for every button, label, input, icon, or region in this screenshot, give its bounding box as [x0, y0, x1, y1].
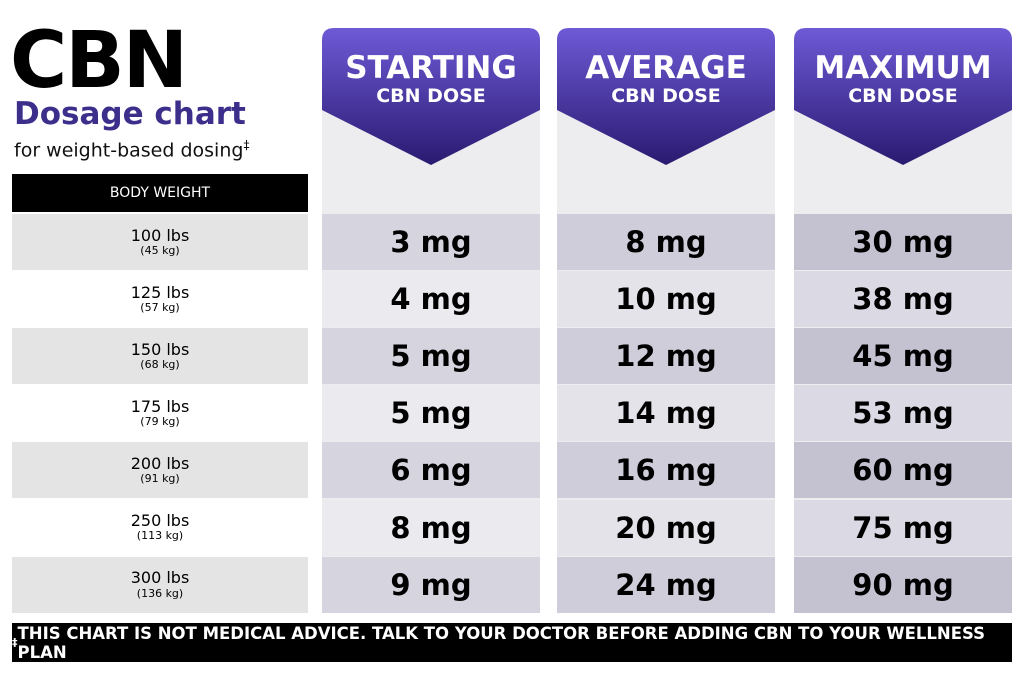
weight-metric: (113 kg) [136, 529, 184, 543]
column-subtitle: CBN DOSE [376, 85, 486, 107]
dose-cell: 9 mg [322, 556, 540, 613]
subtitle: Dosage chart [14, 96, 246, 132]
footer-text: THIS CHART IS NOT MEDICAL ADVICE. TALK T… [17, 623, 986, 662]
weight: 300 lbs [130, 568, 190, 588]
note-mark: ‡ [243, 138, 250, 152]
dose-cell: 20 mg [557, 499, 775, 556]
weight-metric: (57 kg) [140, 301, 180, 315]
weight-metric: (45 kg) [140, 243, 180, 257]
header-shape [322, 28, 540, 165]
dose-cell: 14 mg [557, 385, 775, 442]
weight-metric: (91 kg) [140, 472, 180, 486]
dose-cell: 6 mg [322, 442, 540, 499]
weight: 250 lbs [130, 511, 190, 531]
column-subtitle: CBN DOSE [611, 85, 721, 107]
column-title: AVERAGE [585, 50, 747, 86]
weight: 200 lbs [130, 453, 190, 473]
dose-cell: 53 mg [794, 385, 1012, 442]
dose-cell: 38 mg [794, 271, 1012, 328]
weight: 150 lbs [130, 339, 190, 359]
weight-cell: 250 lbs (113 kg) [12, 499, 308, 556]
weight: 100 lbs [130, 225, 190, 245]
column-title: STARTING [345, 50, 517, 86]
note-text: for weight-based dosing [14, 139, 244, 162]
dose-cell: 90 mg [794, 556, 1012, 613]
weight-cell: 150 lbs (68 kg) [12, 328, 308, 385]
weight-cell: 175 lbs (79 kg) [12, 385, 308, 442]
dose-cell: 16 mg [557, 442, 775, 499]
dose-cell: 8 mg [322, 499, 540, 556]
weight: 175 lbs [130, 396, 190, 416]
weight-cell: 100 lbs (45 kg) [12, 214, 308, 271]
dose-cell: 12 mg [557, 328, 775, 385]
dose-cell: 10 mg [557, 271, 775, 328]
weight-metric: (79 kg) [140, 415, 180, 429]
weight-cell: 200 lbs (91 kg) [12, 442, 308, 499]
dose-cell: 5 mg [322, 328, 540, 385]
dose-cell: 30 mg [794, 214, 1012, 271]
dose-cell: 4 mg [322, 271, 540, 328]
weight-cell: 125 lbs (57 kg) [12, 271, 308, 328]
footer: ‡ THIS CHART IS NOT MEDICAL ADVICE. TALK … [12, 623, 1012, 662]
dose-cell: 75 mg [794, 499, 1012, 556]
weight-metric: (136 kg) [136, 586, 184, 600]
weight-header: BODY WEIGHT [12, 174, 308, 212]
dose-cell: 3 mg [322, 214, 540, 271]
dose-cell: 60 mg [794, 442, 1012, 499]
weight: 125 lbs [130, 282, 190, 302]
dose-cell: 24 mg [557, 556, 775, 613]
header-shape [557, 28, 775, 165]
dose-cell: 5 mg [322, 385, 540, 442]
note: for weight-based dosing‡ [14, 138, 249, 161]
weight-cell: 300 lbs (136 kg) [12, 556, 308, 613]
column-title: MAXIMUM [814, 50, 991, 86]
dose-cell: 45 mg [794, 328, 1012, 385]
weight-metric: (68 kg) [140, 358, 180, 372]
column-subtitle: CBN DOSE [848, 85, 958, 107]
header-shape [794, 28, 1012, 165]
footer-mark: ‡ [12, 636, 18, 649]
title: CBN [10, 16, 188, 106]
dose-cell: 8 mg [557, 214, 775, 271]
